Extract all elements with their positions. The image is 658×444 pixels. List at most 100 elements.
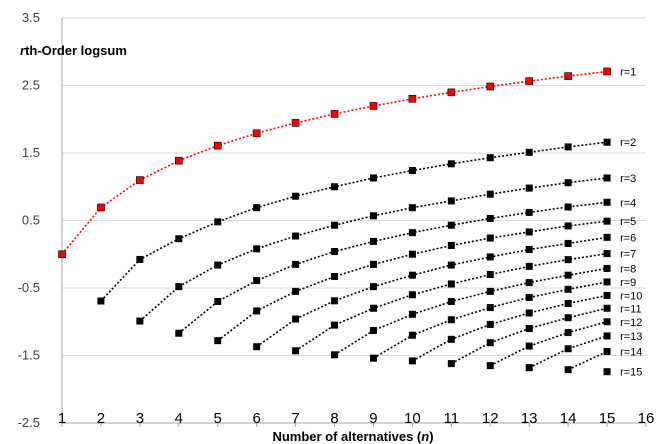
x-tick-label: 8 — [330, 410, 338, 427]
data-point — [447, 160, 455, 168]
data-point — [603, 347, 611, 355]
series-line — [489, 320, 608, 367]
data-point — [331, 183, 339, 191]
x-tick-label: 14 — [560, 410, 577, 427]
data-point — [564, 239, 572, 247]
y-tick-labels: 3.5 2.5 1.5 0.5 -0.5 -1.5 -2.5 — [18, 10, 40, 430]
series-label: r=13 — [620, 331, 642, 343]
x-tick-label: 15 — [599, 410, 616, 427]
data-point — [603, 368, 611, 376]
data-point — [408, 229, 416, 237]
series-line — [100, 141, 608, 302]
series-label: r=10 — [620, 290, 642, 302]
data-point — [564, 345, 572, 353]
data-point — [564, 72, 572, 80]
x-tick-label: 10 — [404, 410, 421, 427]
series-label: r=5 — [620, 216, 636, 228]
data-point — [525, 262, 533, 270]
data-point — [369, 212, 377, 220]
x-tick-label: 12 — [482, 410, 499, 427]
data-point — [331, 351, 339, 359]
data-point — [447, 241, 455, 249]
data-point — [369, 174, 377, 182]
data-point — [58, 250, 66, 259]
x-tick-label: 7 — [291, 410, 299, 427]
data-point — [486, 82, 495, 91]
data-point — [564, 179, 572, 187]
data-point — [408, 167, 416, 175]
data-point — [603, 67, 611, 76]
data-point — [564, 314, 572, 322]
data-point — [331, 221, 339, 229]
x-tick-label: 13 — [521, 410, 538, 427]
data-point — [331, 321, 339, 329]
data-point — [369, 102, 378, 110]
series-label: r=1 — [620, 66, 636, 78]
data-point — [214, 218, 222, 226]
data-point — [408, 357, 416, 365]
data-point — [486, 362, 494, 370]
y-axis-title-var: r — [20, 43, 26, 58]
x-tick-label: 1 — [58, 410, 66, 427]
data-point — [253, 307, 261, 315]
data-point — [525, 208, 533, 216]
data-point — [447, 197, 455, 205]
series-label: r=11 — [620, 303, 642, 315]
data-point — [486, 339, 494, 347]
data-point — [564, 366, 572, 374]
data-point — [331, 273, 339, 281]
data-point — [603, 233, 611, 241]
y-tick-label: -0.5 — [18, 280, 40, 295]
x-tick-label: 3 — [136, 410, 144, 427]
data-point — [369, 237, 377, 245]
data-point — [564, 285, 572, 293]
series-group — [58, 67, 611, 376]
x-axis-title: Number of alternatives (n) — [272, 429, 433, 444]
data-point — [603, 138, 611, 146]
data-point — [214, 298, 222, 305]
data-point — [175, 329, 183, 337]
data-point — [603, 264, 611, 272]
data-point — [292, 232, 300, 240]
y-tick-label: -1.5 — [18, 348, 40, 363]
data-point — [214, 261, 222, 269]
data-point — [564, 222, 572, 230]
data-point — [136, 255, 144, 263]
data-point — [447, 280, 455, 288]
data-point — [525, 228, 533, 236]
data-point — [331, 297, 339, 305]
data-point — [486, 253, 494, 261]
y-axis-title-text: th-Order logsum — [25, 43, 127, 58]
data-point — [175, 156, 183, 165]
data-point — [408, 291, 416, 299]
data-point — [214, 337, 222, 345]
data-point — [486, 214, 494, 222]
data-point — [408, 331, 416, 339]
series-r=12 — [486, 318, 611, 370]
series-label: r=15 — [620, 367, 642, 379]
data-point — [97, 297, 105, 305]
data-point — [253, 277, 261, 285]
data-point — [97, 203, 105, 212]
series-label: r=8 — [620, 263, 636, 275]
x-tick-label: 9 — [369, 410, 377, 427]
data-point — [603, 217, 611, 225]
series-line — [256, 236, 608, 348]
data-point — [525, 364, 533, 372]
series-label: r=9 — [620, 277, 636, 289]
data-point — [447, 298, 455, 305]
data-point — [603, 174, 611, 182]
data-point — [253, 245, 261, 253]
y-tick-label: 0.5 — [22, 213, 40, 228]
x-axis-title-text: Number of alternatives ( — [272, 429, 421, 444]
data-point — [408, 310, 416, 318]
series-label: r=3 — [620, 173, 636, 185]
data-point — [564, 271, 572, 279]
data-point — [525, 246, 533, 254]
x-tick-label: 6 — [252, 410, 260, 427]
series-r=9 — [369, 278, 611, 362]
data-point — [447, 316, 455, 324]
data-point — [486, 287, 494, 295]
series-line — [178, 201, 608, 334]
data-point — [564, 143, 572, 151]
